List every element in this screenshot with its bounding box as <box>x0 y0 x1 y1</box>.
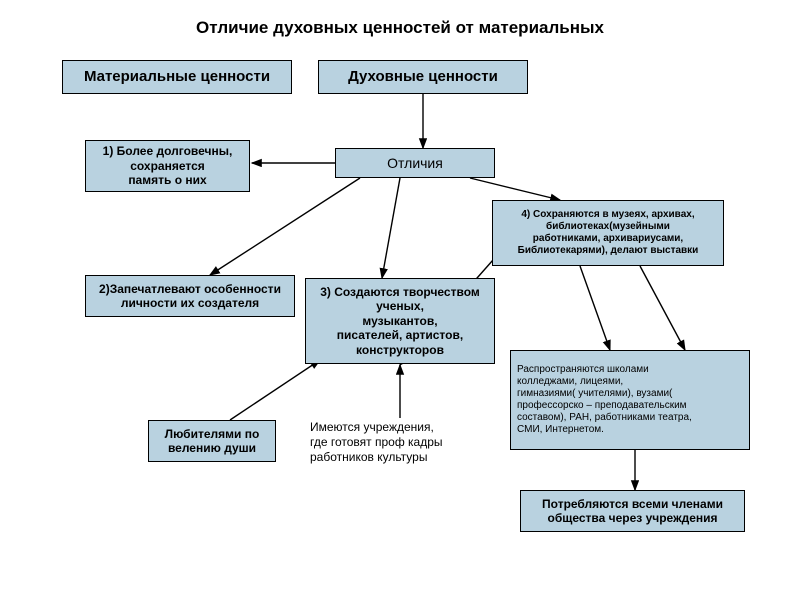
header-material: Материальные ценности <box>62 60 292 94</box>
node-3: 3) Создаются творчествомученых,музыканто… <box>305 278 495 364</box>
center-node: Отличия <box>335 148 495 178</box>
plain-institutions: Имеются учреждения,где готовят проф кадр… <box>310 420 510 465</box>
node-2: 2)Запечатлевают особенностиличности их с… <box>85 275 295 317</box>
node-spread: Распространяются школамиколледжами, лице… <box>510 350 750 450</box>
node-lovers: Любителями повелению души <box>148 420 276 462</box>
node-consumed: Потребляются всеми членамиобщества через… <box>520 490 745 532</box>
page-title: Отличие духовных ценностей от материальн… <box>120 18 680 38</box>
node-1: 1) Более долговечны,сохраняетсяпамять о … <box>85 140 250 192</box>
node-4: 4) Сохраняются в музеях, архивах,библиот… <box>492 200 724 266</box>
header-spiritual: Духовные ценности <box>318 60 528 94</box>
